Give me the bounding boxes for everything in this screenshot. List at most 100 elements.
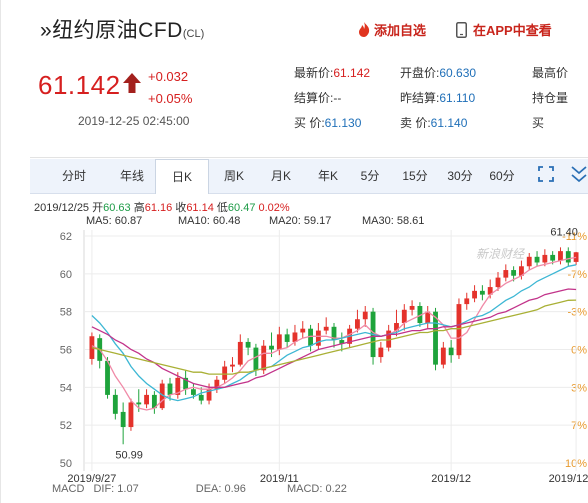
extreme-label: 50.99: [115, 449, 143, 461]
period-tabs: 分时 年线 日K 周K 月K 年K 5分 15分 30分 60分: [30, 159, 588, 194]
quote-field-label: 最新价:: [294, 66, 334, 80]
fullscreen-icon[interactable]: [538, 166, 554, 182]
watermark: 新浪财经: [476, 247, 526, 261]
quote-field-value: 61.130: [324, 116, 362, 130]
candle-body: [519, 266, 524, 276]
candle-body: [526, 256, 532, 267]
tab-2[interactable]: 日K: [155, 159, 209, 194]
quote-field-label: 买 价:: [294, 116, 325, 130]
price-change: +0.032 +0.05%: [148, 66, 192, 110]
candle-body: [308, 328, 313, 346]
high-value: 61.16: [144, 202, 173, 214]
ma-legend-20: MA20: 59.17: [269, 215, 332, 227]
quote-field-label: 买: [532, 116, 545, 130]
candle-body: [417, 305, 423, 324]
quote-field: 持仓量: [532, 89, 568, 106]
x-tick-label: 2019/12/25: [549, 473, 588, 485]
candle-body: [401, 309, 407, 324]
candle-body: [245, 341, 251, 348]
candle-body: [261, 345, 267, 371]
ma10-line: [91, 264, 577, 402]
ma-legend-10: MA10: 60.48: [178, 215, 241, 227]
candle-body: [214, 379, 220, 390]
candle-body: [550, 254, 556, 261]
extreme-label: 61.40: [550, 226, 578, 238]
quote-field: 结算价:--: [294, 89, 341, 106]
candle-body: [167, 383, 173, 395]
instrument-title: »纽约原油CFD(CL): [40, 14, 204, 44]
candle-body: [198, 394, 204, 401]
candle-body: [237, 341, 243, 365]
tab-8[interactable]: 30分: [447, 169, 473, 183]
last-price: 61.142: [38, 70, 121, 100]
x-tick-label: 2019/9/27: [67, 473, 116, 485]
ma-legend-30: MA30: 58.61: [362, 215, 425, 227]
macd-value: MACD: 0.22: [286, 483, 347, 495]
candle-body: [565, 251, 571, 263]
candle-body: [144, 394, 149, 405]
candle-body: [448, 347, 454, 356]
candle-body: [573, 252, 579, 262]
candle-body: [479, 290, 485, 295]
title-code: (CL): [182, 28, 205, 40]
candle-body: [534, 256, 540, 263]
y-tick-label: 56: [60, 345, 72, 357]
tab-1[interactable]: 年线: [119, 169, 144, 183]
view-in-app-button[interactable]: 在APP中查看: [456, 20, 552, 39]
candle-body: [394, 323, 399, 331]
ohlc-summary: 2019/12/25 开60.63 高61.16 收61.14 低60.47 0…: [34, 199, 290, 215]
candle-body: [440, 347, 446, 365]
tab-4[interactable]: 月K: [270, 169, 291, 183]
candle-body: [464, 298, 470, 305]
candle-body: [386, 330, 392, 348]
candle-body: [472, 290, 477, 299]
candle-body: [206, 389, 212, 401]
quote-field-value: 60.630: [439, 66, 477, 80]
tab-5[interactable]: 年K: [317, 169, 338, 183]
quote-field-label: 卖 价:: [400, 116, 431, 130]
divider: [30, 157, 588, 158]
macd-label: MACD: [52, 483, 85, 495]
low-label: 低: [216, 202, 228, 214]
open-label: 开: [92, 202, 104, 214]
x-tick-label: 2019/11: [260, 473, 299, 485]
x-tick-label: 2019/12: [431, 473, 471, 485]
candle-body: [284, 334, 290, 342]
add-watchlist-button[interactable]: 添加自选: [357, 20, 426, 39]
tab-9[interactable]: 60分: [489, 169, 515, 183]
candle-body: [159, 383, 165, 409]
phone-icon: [456, 22, 467, 38]
candle-body: [355, 319, 360, 329]
quote-field-value: --: [333, 91, 342, 105]
ma30-line: [91, 299, 577, 375]
ma-legend-5: MA5: 60.87: [86, 215, 143, 227]
tab-3[interactable]: 周K: [223, 169, 244, 183]
quote-field-label: 结算价:: [294, 91, 334, 105]
candle-body: [425, 311, 431, 324]
candle-body: [323, 326, 329, 331]
y-tick-label: 58: [60, 307, 72, 319]
candle-body: [339, 340, 345, 344]
quote-field: 买: [532, 114, 544, 131]
tab-6[interactable]: 5分: [360, 169, 380, 183]
view-in-app-label: 在APP中查看: [473, 23, 552, 38]
scroll-icon[interactable]: [570, 164, 588, 184]
candle-body: [105, 360, 110, 395]
candle-body: [175, 377, 181, 395]
y-tick-label: 60: [60, 269, 72, 281]
tab-7[interactable]: 15分: [402, 169, 428, 183]
candle-body: [253, 347, 259, 371]
quote-timestamp: 2019-12-25 02:45:00: [78, 114, 190, 128]
candle-body: [487, 287, 493, 295]
macd-dea: DEA: 0.96: [195, 483, 246, 495]
y-tick-label: 50: [60, 458, 72, 470]
quote-field-label: 昨结算:: [400, 91, 440, 105]
quote-field-label: 最高价: [532, 66, 569, 80]
candle-body: [191, 389, 196, 395]
quote-field: 最新价:61.142: [294, 64, 370, 81]
flame-icon: [359, 22, 370, 37]
quote-field-label: 开盘价:: [400, 66, 440, 80]
candle-body: [222, 366, 228, 380]
tab-0[interactable]: 分时: [61, 169, 86, 183]
